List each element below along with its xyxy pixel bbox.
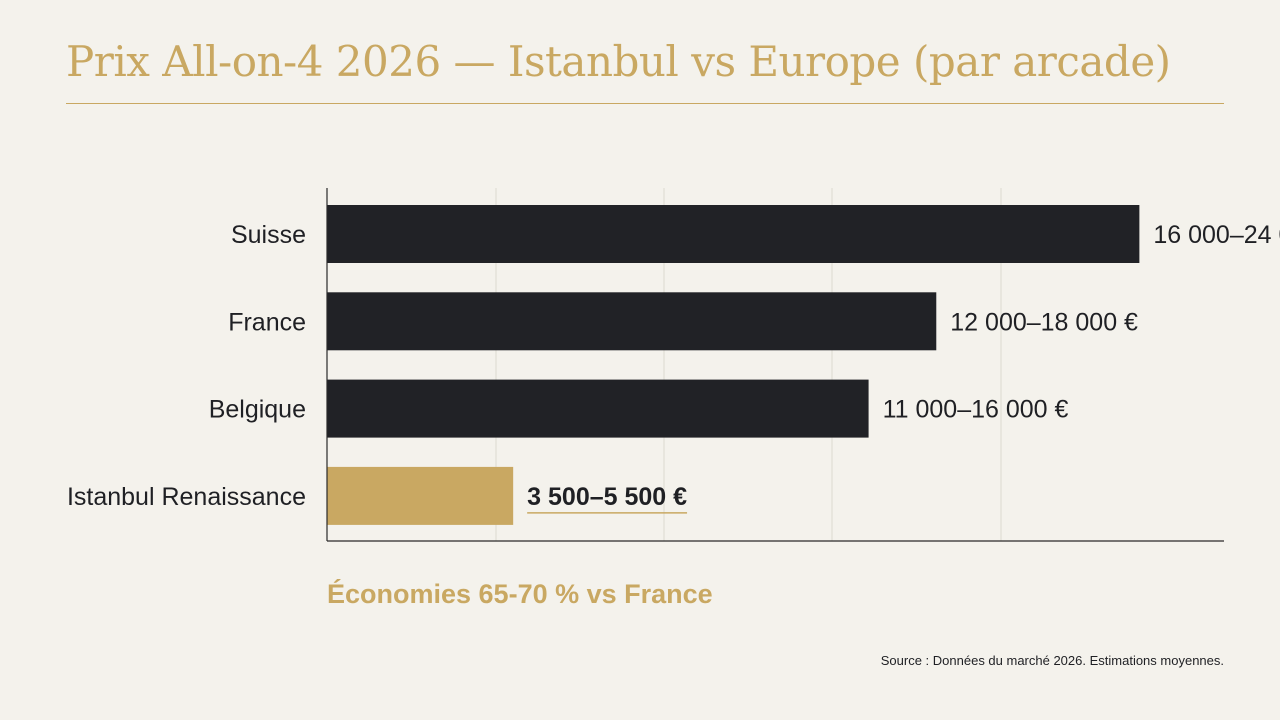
source-note: Source : Données du marché 2026. Estimat… (880, 653, 1224, 668)
category-label-belgique: Belgique (209, 396, 306, 424)
value-label-france: 12 000–18 000 € (950, 308, 1138, 336)
value-label-belgique: 11 000–16 000 € (883, 396, 1069, 424)
bar-suisse (327, 205, 1140, 263)
chart-title: Prix All-on-4 2026 — Istanbul vs Europe … (66, 37, 1171, 86)
category-label-france: France (228, 308, 306, 336)
bars (327, 205, 1140, 525)
axes (326, 188, 1224, 542)
bar-istanbul-renaissance (327, 466, 514, 525)
category-label-istanbul-renaissance: Istanbul Renaissance (67, 483, 306, 511)
title-divider (66, 103, 1224, 104)
labels: Suisse 16 000–24 000 CHF France 12 000–18 0… (67, 221, 1280, 514)
category-label-suisse: Suisse (231, 221, 306, 249)
savings-note: Économies 65-70 % vs France (327, 579, 713, 609)
bar-france (327, 292, 937, 351)
bar-belgique (327, 379, 869, 438)
value-label-suisse: 16 000–24 000 CHF (1153, 221, 1280, 249)
value-label-istanbul-renaissance: 3 500–5 500 € (527, 483, 687, 511)
